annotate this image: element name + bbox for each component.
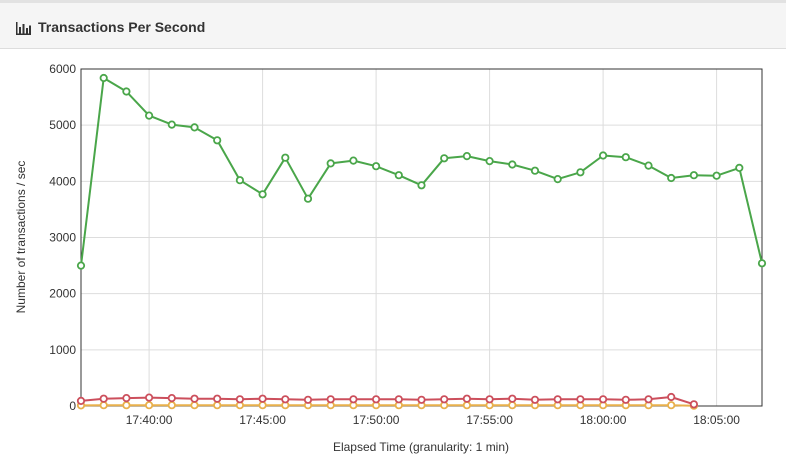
- data-point[interactable]: [485, 157, 494, 166]
- data-point[interactable]: [440, 154, 449, 163]
- y-axis-ticks: 0 1000 2000 3000 4000 5000 6000: [49, 62, 76, 413]
- data-point[interactable]: [326, 159, 335, 168]
- data-point[interactable]: [213, 394, 222, 403]
- series-line: [80, 396, 695, 406]
- data-point[interactable]: [349, 156, 358, 165]
- data-point[interactable]: [508, 394, 517, 403]
- data-point[interactable]: [371, 162, 381, 171]
- data-point[interactable]: [235, 176, 244, 185]
- data-point[interactable]: [190, 401, 199, 410]
- chart-grid: [81, 68, 762, 407]
- data-point[interactable]: [303, 395, 313, 404]
- data-point[interactable]: [462, 152, 471, 161]
- data-point[interactable]: [508, 160, 517, 169]
- data-point[interactable]: [576, 395, 585, 404]
- data-point[interactable]: [145, 393, 154, 402]
- x-axis-label: Elapsed Time (granularity: 1 min): [333, 440, 509, 454]
- data-point[interactable]: [394, 395, 403, 404]
- data-point[interactable]: [258, 394, 267, 403]
- data-point[interactable]: [235, 395, 244, 404]
- data-point[interactable]: [76, 261, 86, 270]
- data-point[interactable]: [167, 120, 176, 129]
- data-point[interactable]: [440, 395, 449, 404]
- data-point[interactable]: [462, 401, 471, 410]
- data-point[interactable]: [76, 396, 86, 405]
- data-point[interactable]: [99, 73, 108, 83]
- y-tick-label: 2000: [49, 287, 76, 301]
- data-point[interactable]: [508, 401, 517, 410]
- data-point[interactable]: [621, 395, 630, 404]
- data-point[interactable]: [644, 395, 653, 404]
- y-tick-label: 4000: [49, 174, 76, 188]
- series-1: [76, 392, 699, 409]
- series-line: [80, 404, 694, 407]
- data-point[interactable]: [530, 395, 540, 404]
- y-tick-label: 5000: [49, 118, 76, 132]
- data-point[interactable]: [213, 136, 222, 145]
- x-tick-label: 17:55:00: [466, 413, 513, 427]
- y-tick-label: 0: [69, 399, 76, 413]
- y-axis-label: Number of transactions / sec: [14, 161, 28, 314]
- data-point[interactable]: [190, 123, 199, 132]
- data-point[interactable]: [213, 401, 222, 410]
- data-point[interactable]: [667, 392, 676, 402]
- data-point[interactable]: [167, 393, 176, 403]
- x-tick-label: 18:05:00: [693, 413, 740, 427]
- data-point[interactable]: [258, 401, 267, 410]
- data-point[interactable]: [122, 87, 131, 96]
- data-point[interactable]: [303, 194, 313, 203]
- data-point[interactable]: [644, 161, 653, 170]
- data-point[interactable]: [122, 393, 131, 403]
- data-point[interactable]: [621, 153, 630, 162]
- data-point[interactable]: [553, 395, 562, 404]
- data-point[interactable]: [190, 394, 199, 403]
- x-axis-ticks: 17:40:00 17:45:00 17:50:00 17:55:00 18:00:00…: [126, 413, 741, 427]
- data-point[interactable]: [667, 173, 676, 183]
- x-tick-label: 17:40:00: [126, 413, 173, 427]
- data-point[interactable]: [667, 401, 676, 410]
- data-point[interactable]: [258, 190, 267, 199]
- data-point[interactable]: [281, 153, 290, 162]
- y-tick-label: 1000: [49, 343, 76, 357]
- data-point[interactable]: [167, 401, 176, 410]
- data-point[interactable]: [371, 395, 381, 404]
- data-point[interactable]: [145, 401, 154, 410]
- data-point[interactable]: [462, 394, 471, 403]
- data-point[interactable]: [689, 400, 699, 409]
- data-point[interactable]: [735, 163, 744, 173]
- data-point[interactable]: [576, 168, 585, 177]
- x-tick-label: 17:50:00: [353, 413, 400, 427]
- data-point[interactable]: [712, 171, 721, 180]
- data-point[interactable]: [122, 401, 131, 410]
- y-tick-label: 3000: [49, 231, 76, 245]
- data-point[interactable]: [598, 395, 608, 404]
- series-0: [76, 73, 767, 270]
- data-point[interactable]: [485, 395, 494, 404]
- x-tick-label: 18:00:00: [580, 413, 627, 427]
- data-point[interactable]: [553, 175, 562, 184]
- data-point[interactable]: [281, 395, 290, 404]
- y-tick-label: 6000: [49, 62, 76, 76]
- page-title: Transactions Per Second: [38, 19, 206, 35]
- data-point[interactable]: [417, 181, 426, 190]
- data-point[interactable]: [417, 395, 426, 404]
- series-group: [76, 73, 767, 410]
- panel-header: Transactions Per Second: [0, 0, 786, 49]
- data-point[interactable]: [598, 151, 608, 160]
- data-point[interactable]: [99, 394, 108, 403]
- bar-chart-icon: [16, 22, 31, 35]
- data-point[interactable]: [145, 111, 154, 120]
- data-point[interactable]: [757, 259, 767, 268]
- tps-chart: 0 1000 2000 3000 4000 5000 6000 17:40:00 17:45:…: [14, 62, 767, 454]
- data-point[interactable]: [349, 395, 358, 404]
- data-point[interactable]: [689, 171, 699, 180]
- data-point[interactable]: [394, 171, 403, 180]
- x-tick-label: 17:45:00: [239, 413, 286, 427]
- data-point[interactable]: [99, 401, 108, 410]
- data-point[interactable]: [326, 395, 335, 404]
- data-point[interactable]: [530, 166, 540, 175]
